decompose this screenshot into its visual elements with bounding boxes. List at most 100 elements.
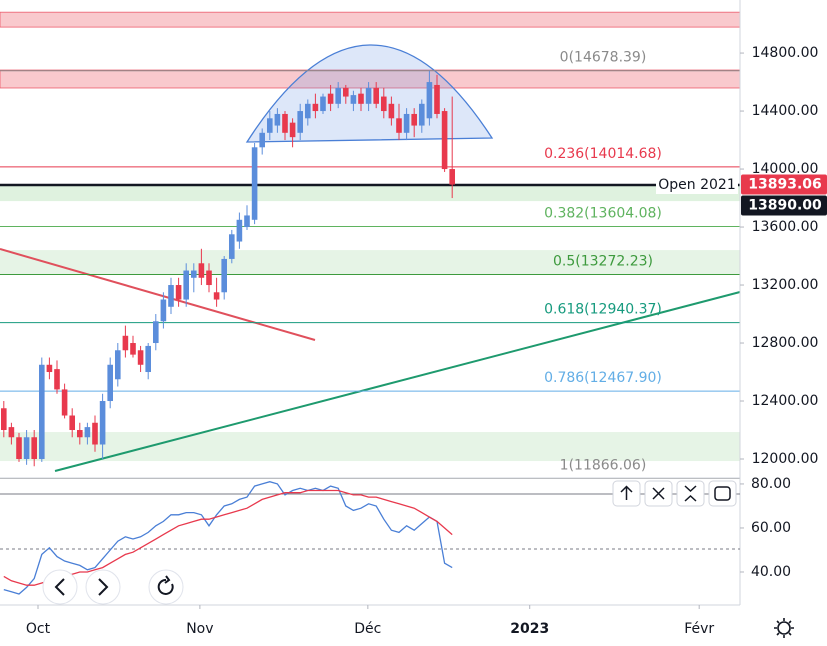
candle-body — [61, 389, 68, 416]
settings-button[interactable] — [774, 618, 794, 638]
icon — [98, 578, 109, 596]
candle-body — [418, 103, 425, 126]
maximize-button[interactable] — [708, 480, 737, 507]
y-tick-label: 60.00 — [751, 520, 791, 536]
candle-body — [297, 111, 303, 133]
candle-body — [244, 215, 250, 228]
candle-body — [266, 118, 273, 133]
candle-body — [411, 113, 417, 126]
candle-body — [327, 93, 334, 104]
candle-body — [358, 93, 364, 104]
pane-buttons — [612, 480, 737, 507]
candle-body — [312, 103, 319, 112]
candle-body — [365, 87, 372, 104]
y-tick-label: 14800.00 — [752, 45, 819, 61]
fib-label: 1(11866.06) — [560, 457, 647, 473]
y-tick-label: 14400.00 — [752, 103, 819, 119]
navigation — [42, 569, 184, 605]
y-tick-label: 12000.00 — [752, 451, 819, 467]
x-tick-label: Déc — [354, 621, 381, 637]
zone — [0, 11, 741, 28]
candle-body — [304, 103, 311, 119]
candle-body — [99, 401, 106, 445]
trend-line — [54, 291, 741, 472]
zone — [0, 250, 740, 275]
candle-body — [251, 147, 258, 220]
y-tick-label: 12800.00 — [752, 335, 819, 351]
y-tick-label: 40.00 — [751, 564, 791, 580]
candle-body — [449, 169, 455, 185]
x-tick-label: 2023 — [510, 621, 549, 637]
open-label: Open 2021 — [658, 177, 735, 193]
x-tick-label: Oct — [26, 621, 51, 637]
candle-body — [434, 84, 440, 114]
candle-body — [190, 270, 197, 278]
trend-line — [0, 248, 316, 341]
candle-body — [69, 415, 75, 431]
fib-label: 0.236(14014.68) — [544, 146, 662, 162]
candle-body — [84, 427, 91, 438]
candle-body — [160, 299, 167, 322]
reset-button[interactable] — [148, 569, 184, 605]
candle-body — [350, 95, 357, 104]
candle-body — [183, 270, 189, 300]
candle-body — [221, 258, 227, 293]
candle-body — [236, 219, 243, 242]
candle-body — [289, 122, 296, 138]
candle-body — [426, 82, 433, 119]
candle-body — [16, 437, 22, 460]
scroll-right-button[interactable] — [85, 569, 121, 605]
candle-body — [31, 437, 37, 460]
candle-body — [8, 427, 15, 438]
open-label-bg — [656, 175, 738, 194]
candle-body — [76, 430, 83, 438]
x-tick-label: Nov — [186, 621, 213, 637]
candle-body — [46, 364, 53, 373]
candle-body — [168, 285, 174, 307]
zone — [0, 183, 740, 202]
candle-body — [388, 103, 395, 119]
candle-body — [137, 350, 144, 365]
icon — [54, 578, 65, 596]
icon — [157, 575, 174, 595]
open-price-tag — [741, 195, 827, 216]
candle-body — [259, 132, 265, 148]
collapse-button[interactable] — [676, 480, 705, 507]
fib-label: 0.786(12467.90) — [544, 370, 662, 386]
candle-body — [320, 96, 326, 112]
candle-body — [342, 87, 349, 97]
fib-label: 0.618(12940.37) — [544, 302, 662, 318]
y-tick-label: 13200.00 — [752, 277, 819, 293]
fib-label: 0(14678.39) — [560, 50, 647, 66]
scroll-left-button[interactable] — [42, 569, 78, 605]
rsi-line — [3, 489, 453, 586]
icon — [777, 621, 791, 635]
open-price-label: 13890.00 — [748, 198, 822, 214]
candle-body — [396, 118, 402, 133]
candle-body — [38, 364, 45, 460]
candle-body — [403, 113, 410, 133]
candle-body — [198, 263, 205, 278]
y-tick-label: 12400.00 — [752, 393, 819, 409]
candle-body — [228, 234, 235, 259]
icon — [714, 486, 731, 501]
icon — [774, 618, 794, 638]
icon — [684, 485, 697, 502]
candle-body — [282, 113, 288, 133]
candle-body — [373, 87, 379, 104]
icon — [652, 487, 665, 500]
candle-body — [335, 87, 341, 104]
candle-body — [92, 422, 98, 445]
rsi-line — [3, 481, 453, 595]
fib-label: 0.382(13604.08) — [544, 205, 662, 221]
candle-body — [107, 364, 113, 402]
candle-body — [380, 96, 387, 112]
icon — [620, 485, 633, 500]
candle-body — [213, 292, 220, 300]
last-price-tag — [741, 174, 827, 195]
candle-body — [114, 350, 121, 380]
last-price-label: 13893.06 — [748, 177, 822, 193]
candle-body — [54, 369, 60, 390]
y-tick-label: 80.00 — [751, 476, 791, 492]
